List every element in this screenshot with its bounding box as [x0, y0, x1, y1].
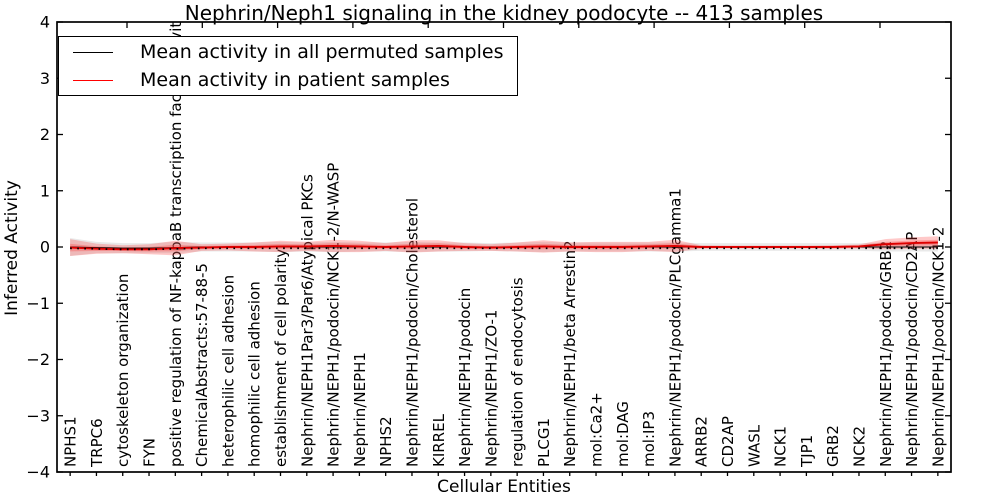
patient-mean-line: [70, 241, 938, 251]
x-tick-label: establishment of cell polarity: [272, 249, 290, 467]
x-tick-label: Nephrin/NEPH1: [351, 352, 369, 467]
legend-line-sample: [73, 51, 113, 53]
x-tick-label: regulation of endocytosis: [509, 277, 527, 467]
x-axis-label: Cellular Entities: [437, 477, 571, 497]
x-tick-label: Nephrin/NEPH1/podocin/CD2AP: [903, 232, 921, 467]
x-tick-label: NPHS1: [62, 416, 80, 467]
x-tick-label: Nephrin/NEPH1/podocin/NCK1-2: [929, 227, 947, 467]
x-tick-label: KIRREL: [430, 413, 448, 467]
x-tick-label: TRPC6: [88, 418, 106, 468]
patient-band-inner: [70, 239, 938, 252]
y-axis-label: Inferred Activity: [2, 180, 22, 316]
legend-item: Mean activity in all permuted samples: [59, 39, 517, 65]
legend-box: Mean activity in all permuted samples Mea…: [58, 36, 518, 96]
x-tick-label: WASL: [745, 424, 763, 467]
permuted-dotted-line: [70, 247, 938, 251]
plot-area: NPHS1 TRPC6 cytoskeleton organization FYN po…: [62, 13, 948, 468]
x-tick-label: Nephrin/NEPH1/ZO-1: [482, 310, 500, 467]
y-tick-label: 2: [40, 125, 50, 144]
y-tick-label: 1: [40, 181, 50, 200]
y-tick-label: −1: [26, 294, 50, 313]
x-tick-label: NPHS2: [377, 416, 395, 467]
x-tick-label: mol:DAG: [614, 401, 632, 467]
x-tick-label: NCK2: [850, 426, 868, 467]
x-tick-label: heterophilic cell adhesion: [219, 275, 237, 467]
legend-line-sample: [73, 79, 113, 81]
y-tick-label: −4: [26, 463, 50, 482]
y-tick-label: 0: [40, 238, 50, 257]
axes-frame: [56, 21, 952, 473]
legend-item: Mean activity in patient samples: [59, 67, 517, 93]
x-tick-labels: NPHS1 TRPC6 cytoskeleton organization FYN po…: [62, 13, 948, 468]
y-tick-labels: 4 3 2 1 0 −1 −2 −3 −4: [26, 13, 50, 482]
y-tick-label: 4: [40, 13, 50, 32]
y-tick-label: −2: [26, 350, 50, 369]
x-tick-label: Nephrin/NEPH1Par3/Par6/Atypical PKCs: [298, 174, 316, 467]
x-tick-label: CD2AP: [719, 416, 737, 467]
x-tick-label: ARRB2: [693, 416, 711, 467]
x-tick-label: mol:IP3: [640, 411, 658, 467]
x-tick-label: homophilic cell adhesion: [246, 281, 264, 467]
x-tick-label: Nephrin/NEPH1/podocin/Cholesterol: [403, 198, 421, 467]
x-tick-label: FYN: [141, 438, 159, 467]
x-tick-label: GRB2: [824, 425, 842, 467]
x-tick-label: cytoskeleton organization: [114, 274, 132, 467]
x-tick-label: Nephrin/NEPH1/podocin/PLCgamma1: [666, 188, 684, 467]
legend-item-label: Mean activity in all permuted samples: [140, 41, 504, 63]
chart-title: Nephrin/Neph1 signaling in the kidney po…: [184, 1, 824, 25]
x-tick-label: mol:Ca2+: [588, 392, 606, 467]
x-tick-label: ChemicalAbstracts:57-88-5: [193, 263, 211, 467]
x-tick-label: Nephrin/NEPH1/podocin/GRB2: [877, 241, 895, 467]
x-tick-label: NCK1: [772, 426, 790, 467]
x-tick-label: PLCG1: [535, 418, 553, 467]
x-tick-label: Nephrin/NEPH1/beta Arrestin2: [561, 240, 579, 467]
x-tick-label: Nephrin/NEPH1/podocin/NCK1-2/N-WASP: [325, 163, 343, 467]
y-tick-label: 3: [40, 69, 50, 88]
legend-item-label: Mean activity in patient samples: [140, 69, 450, 91]
x-tick-label: positive regulation of NF-kappaB transcr…: [167, 13, 185, 467]
x-tick-label: Nephrin/NEPH1/podocin: [456, 288, 474, 467]
x-tick-label: TJP1: [798, 435, 816, 468]
patient-band-outer: [70, 236, 938, 256]
y-tick-label: −3: [26, 406, 50, 425]
